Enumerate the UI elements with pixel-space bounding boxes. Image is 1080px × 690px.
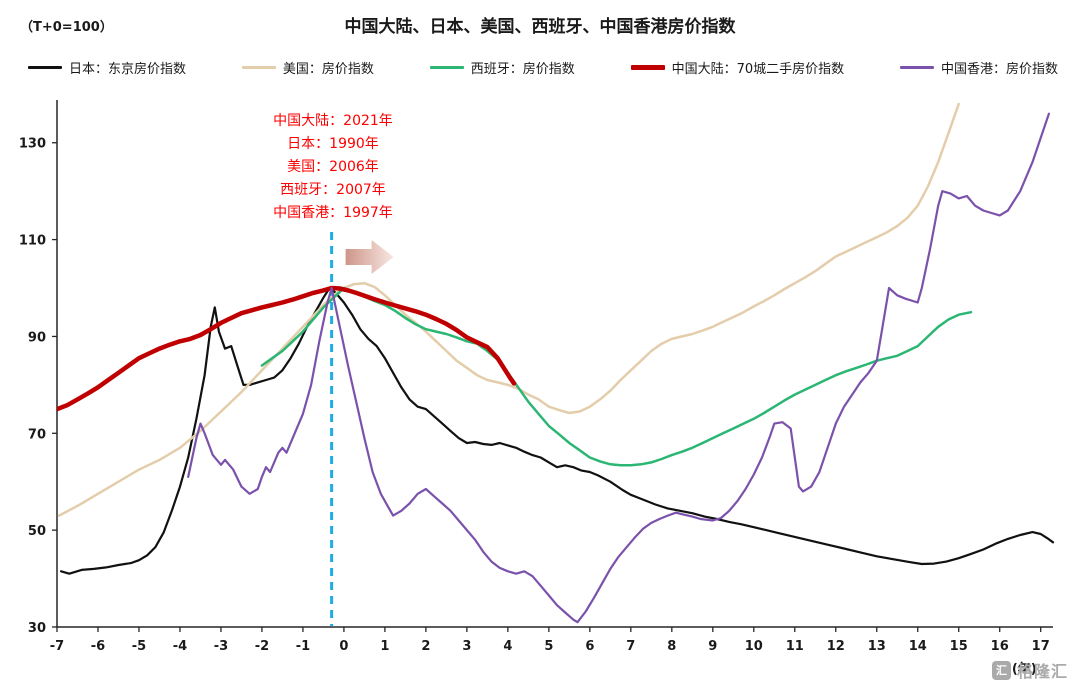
svg-text:7: 7 bbox=[626, 639, 635, 654]
legend: 日本：东京房价指数 美国：房价指数 西班牙：房价指数 中国大陆：70城二手房价指… bbox=[28, 58, 1058, 77]
svg-text:13: 13 bbox=[868, 639, 886, 654]
svg-text:3: 3 bbox=[462, 639, 471, 654]
page-title: 中国大陆、日本、美国、西班牙、中国香港房价指数 bbox=[344, 17, 736, 37]
svg-text:-7: -7 bbox=[50, 639, 64, 654]
legend-label: 美国：房价指数 bbox=[282, 62, 374, 77]
svg-text:2: 2 bbox=[421, 639, 430, 654]
svg-text:5: 5 bbox=[544, 639, 553, 654]
svg-text:12: 12 bbox=[827, 639, 845, 654]
svg-text:17: 17 bbox=[1032, 639, 1050, 654]
watermark-text: 格隆汇 bbox=[1016, 662, 1068, 681]
svg-text:30: 30 bbox=[28, 621, 46, 636]
svg-text:15: 15 bbox=[950, 639, 968, 654]
svg-text:1: 1 bbox=[380, 639, 389, 654]
unit-note: （T+0=100） bbox=[20, 20, 113, 35]
legend-label: 日本：东京房价指数 bbox=[69, 62, 187, 77]
svg-text:4: 4 bbox=[503, 639, 512, 654]
annotation-line: 美国：2006年 bbox=[287, 159, 379, 175]
legend-swatch bbox=[630, 65, 665, 70]
legend-swatch bbox=[241, 66, 276, 69]
gelonghui-logo-icon: 汇 bbox=[991, 660, 1011, 680]
svg-text:6: 6 bbox=[585, 639, 594, 654]
legend-item-china-mainland: 中国大陆：70城二手房价指数 bbox=[630, 58, 845, 77]
svg-text:-1: -1 bbox=[296, 639, 310, 654]
watermark: 汇 格隆汇 bbox=[991, 658, 1068, 682]
svg-text:11: 11 bbox=[786, 639, 804, 654]
legend-item-spain: 西班牙：房价指数 bbox=[429, 58, 575, 77]
legend-swatch bbox=[899, 66, 934, 69]
legend-item-usa: 美国：房价指数 bbox=[241, 58, 374, 77]
annotation-line: 中国香港：1997年 bbox=[273, 205, 393, 221]
annotation-line: 日本：1990年 bbox=[287, 136, 379, 152]
svg-text:-6: -6 bbox=[91, 639, 105, 654]
legend-label: 中国大陆：70城二手房价指数 bbox=[671, 62, 845, 77]
annotation-line: 西班牙：2007年 bbox=[280, 182, 386, 198]
svg-text:70: 70 bbox=[28, 427, 46, 442]
svg-text:10: 10 bbox=[745, 639, 763, 654]
legend-item-hongkong: 中国香港：房价指数 bbox=[899, 58, 1058, 77]
peak-years-annotation: 中国大陆：2021年 日本：1990年 美国：2006年 西班牙：2007年 中… bbox=[237, 110, 429, 225]
svg-text:90: 90 bbox=[28, 330, 46, 345]
legend-label: 中国香港：房价指数 bbox=[940, 62, 1058, 77]
svg-text:130: 130 bbox=[19, 137, 46, 152]
svg-text:16: 16 bbox=[991, 639, 1009, 654]
svg-text:(年): (年) bbox=[1012, 661, 1037, 677]
svg-text:14: 14 bbox=[909, 639, 927, 654]
svg-text:0: 0 bbox=[339, 639, 348, 654]
svg-text:-3: -3 bbox=[214, 639, 228, 654]
svg-text:50: 50 bbox=[28, 524, 46, 539]
svg-text:8: 8 bbox=[667, 639, 676, 654]
svg-text:-5: -5 bbox=[132, 639, 146, 654]
svg-text:-2: -2 bbox=[255, 639, 269, 654]
svg-text:-4: -4 bbox=[173, 639, 187, 654]
annotation-line: 中国大陆：2021年 bbox=[273, 113, 393, 129]
svg-text:9: 9 bbox=[708, 639, 717, 654]
legend-item-japan: 日本：东京房价指数 bbox=[28, 58, 186, 77]
svg-text:110: 110 bbox=[19, 234, 46, 249]
legend-swatch bbox=[429, 66, 464, 69]
legend-label: 西班牙：房价指数 bbox=[470, 62, 575, 77]
legend-swatch bbox=[28, 66, 62, 69]
